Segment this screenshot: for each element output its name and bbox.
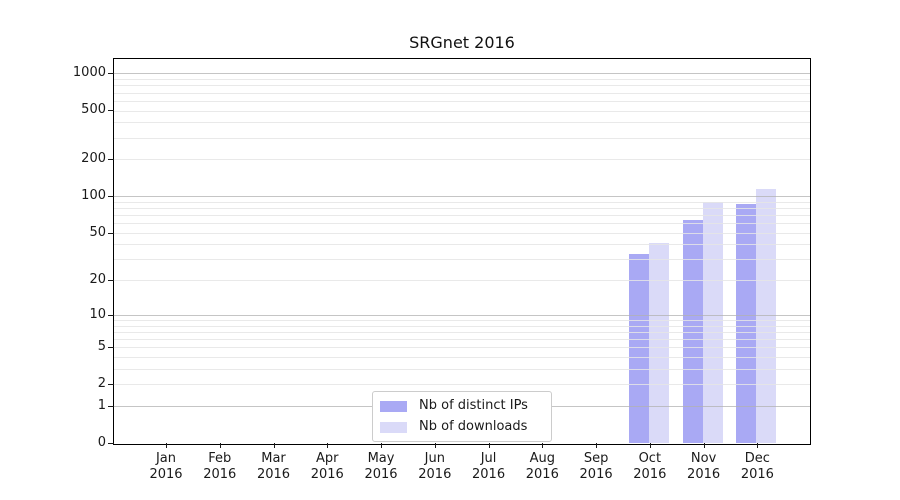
x-axis-tick-label: Jun 2016 [418, 451, 452, 482]
bar-downloads-oct [648, 243, 669, 443]
x-axis-tick-label: Jan 2016 [149, 451, 183, 482]
x-axis-tick [649, 443, 651, 448]
x-axis-tick [327, 443, 329, 448]
gridlines-layer [114, 59, 810, 444]
gridline-minor [114, 79, 810, 81]
legend-label-downloads: Nb of downloads [419, 419, 528, 434]
gridline-minor [114, 137, 810, 139]
x-axis-tick [219, 443, 221, 448]
chart-title: SRGnet 2016 [409, 33, 515, 52]
gridline-minor [114, 331, 810, 333]
y-axis-tick [108, 73, 114, 75]
x-axis-tick-label: Apr 2016 [310, 451, 344, 482]
x-axis-tick [166, 443, 167, 448]
legend-label-distinct-ips: Nb of distinct IPs [419, 398, 528, 413]
bar-downloads-dec [756, 188, 777, 443]
y-axis-tick-label: 10 [89, 306, 106, 322]
legend-item-distinct-ips: Nb of distinct IPs [380, 397, 545, 415]
bars-layer [114, 59, 810, 444]
y-axis-tick-label: 20 [89, 272, 106, 288]
gridline-minor [114, 159, 810, 161]
gridline-minor [114, 201, 810, 203]
y-axis-tick-label: 0 [97, 435, 106, 450]
gridline-minor [114, 325, 810, 327]
gridline-minor [114, 215, 810, 216]
x-axis-tick [757, 443, 759, 448]
plot-area: Nb of distinct IPs Nb of downloads [113, 58, 811, 445]
gridline-minor [114, 319, 810, 321]
x-axis-tick-label: Mar 2016 [256, 451, 291, 482]
gridline-minor [114, 338, 810, 340]
gridline-major [114, 314, 810, 316]
bar-distinct-ips-dec [736, 204, 757, 443]
x-axis-tick-label: Jul 2016 [472, 451, 506, 482]
gridline-minor [114, 259, 810, 261]
legend: Nb of distinct IPs Nb of downloads [372, 391, 552, 442]
y-axis-tick [108, 384, 114, 386]
y-axis-tick-label: 1 [97, 397, 106, 413]
gridline-major [114, 73, 810, 75]
x-axis-tick [703, 443, 705, 448]
gridline-minor [114, 122, 810, 124]
gridline-minor [114, 280, 810, 282]
x-axis-tick-label: Dec 2016 [740, 451, 774, 482]
gridline-minor [114, 368, 810, 370]
x-axis-tick-label: Feb 2016 [203, 451, 237, 482]
x-axis-tick [273, 443, 275, 448]
x-axis-tick-label: May 2016 [364, 451, 398, 482]
legend-item-downloads: Nb of downloads [380, 418, 545, 436]
gridline-minor [114, 223, 810, 225]
y-axis-tick-label: 5 [97, 339, 106, 355]
bar-distinct-ips-oct [628, 254, 649, 443]
gridline-minor [114, 110, 810, 112]
y-axis-tick [108, 405, 114, 407]
y-axis-tick-label: 100 [81, 188, 106, 204]
gridline-minor [114, 244, 810, 246]
gridline-minor [114, 100, 810, 102]
x-axis-tick [434, 443, 436, 448]
gridline-minor [114, 232, 810, 234]
gridline-minor [114, 92, 810, 94]
x-axis-tick-label: Nov 2016 [687, 451, 721, 482]
y-axis-tick [108, 347, 114, 349]
y-axis-tick-label: 1000 [72, 65, 106, 81]
legend-swatch-distinct-ips [380, 400, 407, 412]
y-axis-tick-label: 500 [81, 102, 106, 118]
y-axis-tick-label: 2 [97, 376, 106, 392]
x-axis-tick [488, 443, 490, 448]
y-axis-tick [108, 159, 114, 161]
y-axis-tick [108, 196, 114, 198]
y-axis-tick [108, 232, 114, 234]
x-axis-tick-label: Oct 2016 [633, 451, 667, 482]
gridline-major [114, 196, 810, 198]
y-axis-tick-label: 200 [81, 151, 106, 167]
x-axis-tick [381, 443, 383, 448]
gridline-minor [114, 207, 810, 209]
x-axis-tick [596, 443, 598, 448]
gridline-minor [114, 356, 810, 358]
y-axis-tick [108, 443, 114, 444]
x-axis-tick-label: Sep 2016 [579, 451, 613, 482]
y-axis-tick [108, 314, 114, 316]
x-axis-tick-label: Aug 2016 [525, 451, 559, 482]
y-axis-tick [108, 280, 114, 282]
bar-distinct-ips-nov [682, 219, 703, 443]
x-axis-tick [542, 443, 544, 448]
gridline-minor [114, 384, 810, 386]
gridline-minor [114, 85, 810, 87]
bar-downloads-nov [702, 201, 723, 443]
y-axis-tick [108, 110, 114, 112]
legend-swatch-downloads [380, 421, 407, 433]
gridline-minor [114, 347, 810, 349]
y-axis-tick-label: 50 [89, 224, 106, 240]
